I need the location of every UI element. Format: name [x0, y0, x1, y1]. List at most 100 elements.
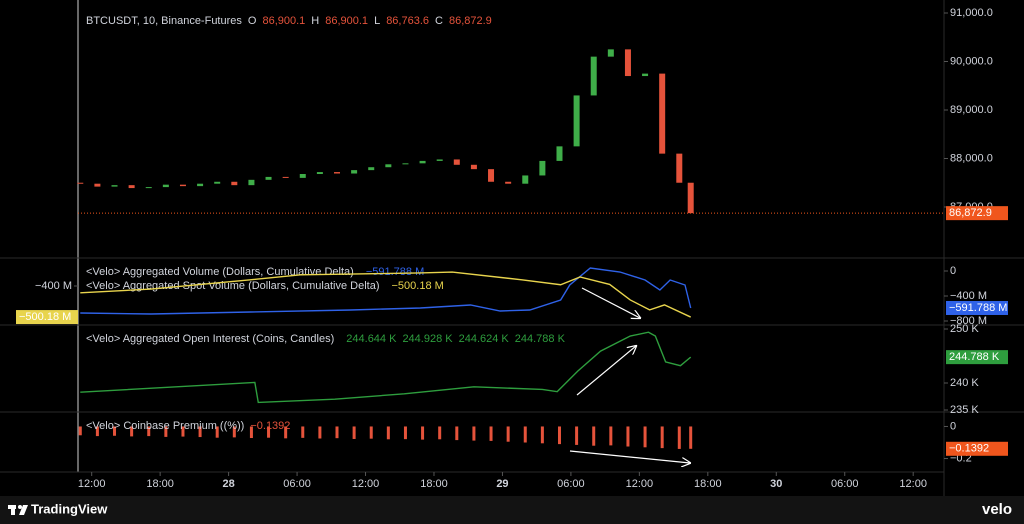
bar	[198, 426, 202, 438]
candle	[179, 184, 186, 187]
bar	[506, 426, 510, 442]
annotation-arrows	[569, 287, 690, 463]
candle	[111, 185, 118, 187]
bar	[677, 426, 681, 449]
logo-shape	[19, 505, 28, 515]
bar	[181, 426, 185, 437]
chart-title: BTCUSDT, 10, Binance-Futures	[86, 15, 242, 27]
x-tick-label: 18:00	[694, 478, 722, 490]
ohlc-value: 86,763.6	[386, 15, 429, 27]
candle	[231, 181, 238, 186]
candle	[265, 176, 272, 180]
bar	[421, 426, 425, 440]
bar	[249, 426, 253, 439]
legend-value: −591.788 M	[366, 266, 424, 278]
legend-name: <Velo> Aggregated Open Interest (Coins, …	[86, 333, 334, 345]
ohlc-value: 86,900.1	[325, 15, 368, 27]
bar	[335, 426, 339, 439]
candle	[590, 56, 597, 96]
x-tick-label: 06:00	[283, 478, 311, 490]
bar	[540, 426, 544, 444]
ohlc-key: L	[374, 15, 380, 27]
y-tick-label: 88,000.0	[950, 152, 993, 164]
bar	[472, 426, 476, 441]
candle	[470, 164, 477, 170]
y-tick-label: 89,000.0	[950, 104, 993, 116]
bar	[78, 426, 82, 436]
legend-value: 244.624 K	[459, 333, 510, 345]
legend-name: <Velo> Aggregated Volume (Dollars, Cumul…	[86, 266, 354, 278]
footer-bar	[0, 496, 1024, 524]
candle	[128, 185, 135, 189]
legend-value: 244.788 K	[515, 333, 566, 345]
candle	[77, 182, 84, 184]
bar	[267, 426, 271, 438]
bar	[660, 426, 664, 449]
bar	[626, 426, 630, 447]
ohlc-value: 86,900.1	[262, 15, 305, 27]
bar	[557, 426, 561, 445]
candle	[214, 181, 221, 184]
ohlc-key: O	[248, 15, 257, 27]
bar	[301, 426, 305, 438]
bar	[232, 426, 236, 438]
candle	[94, 183, 101, 187]
tv-logo	[8, 505, 28, 515]
candle	[419, 160, 426, 164]
candle	[162, 184, 169, 188]
bar	[113, 426, 117, 436]
y-tick-label: 235 K	[950, 404, 979, 416]
arrow	[576, 346, 636, 396]
x-tick-label: 06:00	[557, 478, 585, 490]
candle	[522, 175, 529, 184]
candle	[607, 49, 614, 57]
last-value-tag: −591.788 M	[949, 302, 1007, 314]
x-tick-label: 30	[770, 478, 782, 490]
y-tick-label: 250 K	[950, 323, 979, 335]
brand: TradingView	[31, 501, 108, 516]
x-tick-label: 12:00	[626, 478, 654, 490]
bar	[352, 426, 356, 439]
x-tick-label: 18:00	[420, 478, 448, 490]
bar	[455, 426, 459, 441]
bar	[403, 426, 407, 440]
bar	[318, 426, 322, 439]
arrow	[569, 450, 690, 463]
x-tick-label: 28	[222, 478, 234, 490]
candle	[624, 49, 631, 77]
series-line	[80, 331, 692, 404]
candle	[556, 146, 563, 161]
bar	[438, 426, 442, 440]
x-tick-label: 12:00	[899, 478, 927, 490]
y-tick-label: 90,000.0	[950, 55, 993, 67]
legend-value: 244.928 K	[402, 333, 453, 345]
last-value-tag: −500.18 M	[19, 311, 71, 323]
last-price-tag: 86,872.9	[949, 207, 992, 219]
legend-name: <Velo> Coinbase Premium ((%))	[86, 420, 244, 432]
candle	[368, 167, 375, 171]
bar	[386, 426, 390, 440]
bar	[95, 426, 99, 437]
last-value-tag: −0.1392	[949, 443, 989, 455]
last-price-tag-bg	[946, 206, 1008, 221]
candle	[659, 73, 666, 154]
candle	[334, 172, 341, 174]
legend-value: −0.1392	[250, 420, 290, 432]
bar	[609, 426, 613, 446]
last-value-tag-bg	[946, 441, 1008, 456]
arrow	[581, 287, 640, 318]
bar	[689, 426, 693, 449]
ohlc-key: C	[435, 15, 443, 27]
candle	[505, 181, 512, 184]
legend-value: 244.644 K	[346, 333, 397, 345]
logo-shape	[11, 505, 15, 515]
last-value-tag: 244.788 K	[949, 351, 1000, 363]
candle	[351, 170, 358, 174]
x-tick-label: 06:00	[831, 478, 859, 490]
series-line	[80, 271, 691, 318]
candle	[453, 159, 460, 165]
candle	[488, 169, 495, 182]
y-tick-label: 91,000.0	[950, 7, 993, 19]
